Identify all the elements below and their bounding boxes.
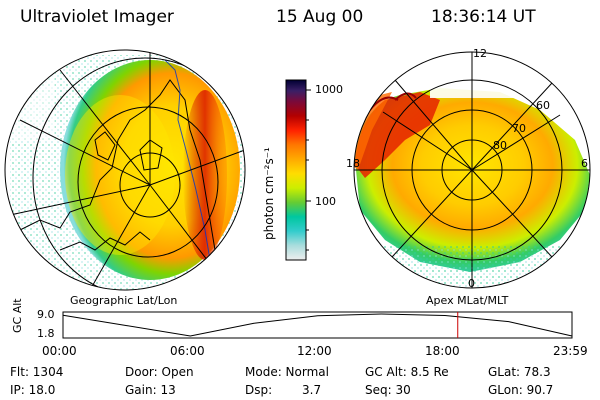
colorbar xyxy=(285,79,311,261)
mlt-label-12: 12 xyxy=(473,47,487,60)
flight-number: Flt: 1304 xyxy=(10,365,64,379)
right-panel-caption: Apex MLat/MLT xyxy=(426,294,509,307)
timeline-ylabel: GC Alt xyxy=(11,298,24,333)
colorbar-tick-100: 100 xyxy=(315,195,336,208)
glat-value: GLat: 78.3 xyxy=(488,365,551,379)
gain-value: Gain: 13 xyxy=(125,383,176,397)
instrument-title: Ultraviolet Imager xyxy=(20,7,174,27)
mlat-grid xyxy=(354,52,590,288)
altitude-line xyxy=(62,313,573,337)
coastline xyxy=(19,79,216,251)
mlat-label-60: 60 xyxy=(536,99,550,112)
colorbar-tick-1000: 1000 xyxy=(315,83,343,96)
magnetic-image-panel xyxy=(353,51,591,289)
timeline-ytick-bottom: 1.8 xyxy=(37,327,55,340)
altitude-timeline xyxy=(62,311,573,339)
timeline-ytick-top: 9.0 xyxy=(37,308,55,321)
timeline-frame xyxy=(62,311,573,339)
colorbar-unit-label: photon cm⁻²s⁻¹ xyxy=(262,147,276,240)
timeline-xtick-2359: 23:59 xyxy=(553,344,588,358)
ip-value: IP: 18.0 xyxy=(10,383,56,397)
gc-alt-value: GC Alt: 8.5 Re xyxy=(365,365,449,379)
mlt-label-6: 6 xyxy=(581,157,588,170)
mlt-label-18: 18 xyxy=(346,157,360,170)
mlt-label-0: 0 xyxy=(468,277,475,290)
timeline-xtick-1200: 12:00 xyxy=(297,344,332,358)
geographic-image-panel xyxy=(4,49,246,291)
geographic-grid xyxy=(9,50,245,290)
auroral-dayside-arc xyxy=(183,90,227,260)
door-status: Door: Open xyxy=(125,365,194,379)
header-time: 18:36:14 UT xyxy=(431,7,536,27)
timeline-xtick-1800: 18:00 xyxy=(425,344,460,358)
mlat-label-70: 70 xyxy=(512,122,526,135)
glon-value: GLon: 90.7 xyxy=(488,383,554,397)
dsp-value: 3.7 xyxy=(302,383,322,397)
dsp-label: Dsp: xyxy=(245,383,273,397)
header-date: 15 Aug 00 xyxy=(276,7,364,27)
timeline-xtick-0600: 06:00 xyxy=(170,344,205,358)
timeline-xtick-0000: 00:00 xyxy=(42,344,77,358)
mlat-label-80: 80 xyxy=(493,139,507,152)
sequence-value: Seq: 30 xyxy=(365,383,411,397)
left-panel-caption: Geographic Lat/Lon xyxy=(70,294,178,307)
mode-value: Mode: Normal xyxy=(245,365,329,379)
